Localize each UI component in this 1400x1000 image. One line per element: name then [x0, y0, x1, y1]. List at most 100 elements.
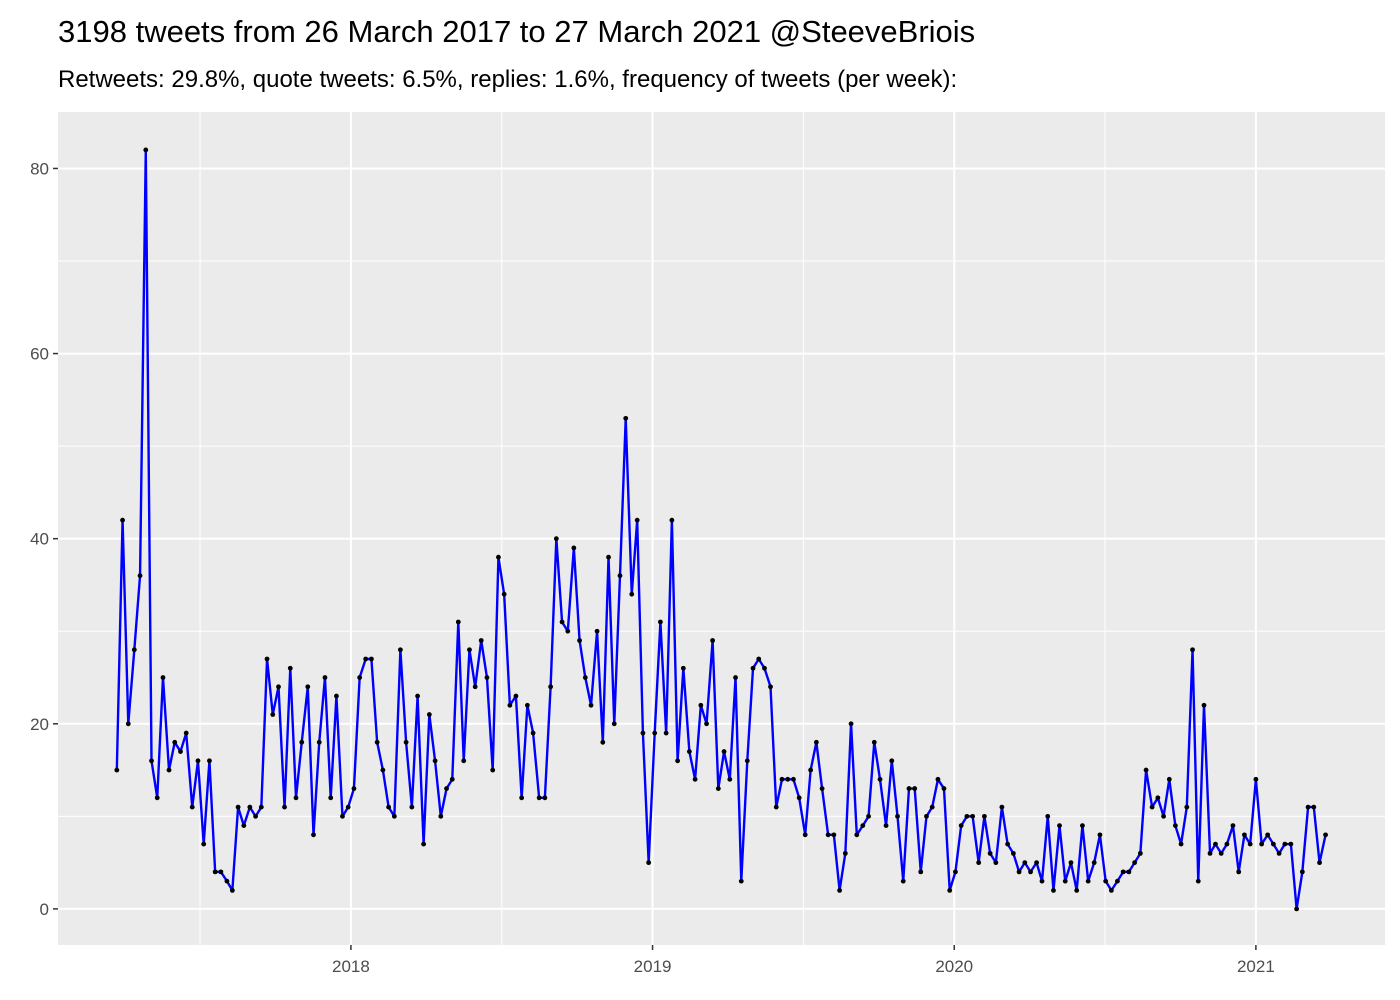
point: [293, 795, 299, 801]
point: [947, 887, 953, 893]
point: [1091, 860, 1097, 866]
point: [143, 147, 149, 153]
point: [854, 832, 860, 838]
point: [166, 767, 172, 773]
point: [819, 786, 825, 791]
point: [791, 776, 796, 782]
point: [536, 795, 542, 801]
point: [1085, 878, 1091, 884]
point: [987, 850, 993, 856]
point: [883, 823, 889, 829]
point: [258, 804, 264, 810]
point: [247, 804, 253, 810]
point: [1323, 832, 1328, 838]
point: [704, 721, 709, 727]
point: [1207, 850, 1213, 856]
point: [154, 795, 160, 801]
point: [334, 693, 339, 699]
x-tick-label: 2019: [634, 957, 672, 976]
point: [756, 656, 762, 662]
point: [374, 739, 380, 745]
point: [577, 638, 582, 643]
point: [415, 693, 420, 699]
point: [698, 702, 704, 708]
point: [958, 823, 964, 829]
point: [744, 758, 750, 764]
point: [322, 675, 328, 680]
point: [808, 767, 814, 773]
point: [588, 702, 594, 708]
point: [1057, 823, 1062, 829]
point: [1253, 776, 1259, 782]
point: [253, 813, 258, 819]
point: [582, 675, 588, 680]
point: [1016, 869, 1022, 875]
point: [652, 730, 658, 736]
point: [282, 804, 287, 810]
point: [524, 702, 530, 708]
y-tick-label: 40: [30, 530, 49, 549]
point: [1305, 804, 1311, 810]
point: [1034, 860, 1039, 866]
point: [860, 823, 866, 829]
point: [189, 804, 195, 810]
point: [953, 869, 958, 875]
point: [941, 786, 947, 791]
point: [114, 767, 120, 773]
point: [1120, 869, 1126, 875]
point: [1299, 869, 1305, 875]
x-tick-label: 2018: [332, 957, 370, 976]
point: [1311, 804, 1317, 810]
point: [692, 776, 698, 782]
point: [623, 415, 629, 421]
point: [1010, 850, 1016, 856]
point: [287, 665, 293, 671]
point: [762, 665, 767, 671]
point: [565, 628, 571, 634]
point: [316, 739, 322, 745]
point: [837, 887, 842, 893]
point: [201, 841, 207, 847]
point: [733, 675, 738, 680]
point: [1005, 841, 1011, 847]
point: [328, 795, 334, 801]
point: [490, 767, 496, 773]
point: [1166, 776, 1172, 782]
point: [1161, 813, 1166, 819]
point: [871, 739, 877, 745]
point: [501, 591, 507, 597]
point: [629, 591, 635, 597]
point: [1137, 850, 1143, 856]
point: [1270, 841, 1276, 847]
point: [455, 619, 461, 625]
point: [993, 860, 999, 866]
point: [195, 758, 201, 764]
point: [1213, 841, 1218, 847]
point: [1276, 850, 1282, 856]
point: [207, 758, 212, 764]
point: [1282, 841, 1288, 847]
point: [1247, 841, 1253, 847]
point: [1062, 878, 1068, 884]
point: [686, 749, 692, 754]
point: [120, 517, 125, 523]
point: [680, 665, 686, 671]
point: [484, 675, 490, 680]
point: [1074, 887, 1080, 893]
x-tick-label: 2021: [1237, 957, 1275, 976]
point: [964, 813, 970, 819]
point: [391, 813, 397, 819]
point: [825, 832, 831, 838]
point: [351, 786, 357, 791]
point: [496, 554, 501, 560]
point: [542, 795, 548, 801]
point: [241, 823, 247, 829]
point: [877, 776, 883, 782]
point: [125, 721, 131, 727]
point: [530, 730, 536, 736]
point: [634, 517, 640, 523]
point: [519, 795, 525, 801]
y-tick-label: 0: [40, 900, 49, 919]
chart-title: 3198 tweets from 26 March 2017 to 27 Mar…: [58, 14, 975, 49]
